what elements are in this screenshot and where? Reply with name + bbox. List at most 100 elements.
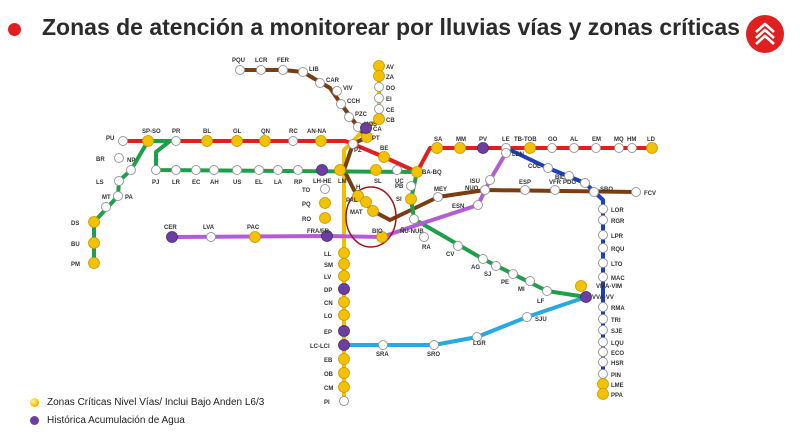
station-marker-critical bbox=[338, 270, 350, 282]
station-label: EC bbox=[192, 180, 201, 186]
station-marker-critical bbox=[338, 309, 350, 321]
station-marker-normal bbox=[478, 254, 488, 264]
station-label: CER bbox=[164, 225, 177, 231]
station-marker-normal bbox=[298, 67, 308, 77]
station-marker-normal bbox=[114, 153, 124, 163]
station-label: PA bbox=[125, 195, 134, 201]
station-esp: ESP bbox=[519, 180, 531, 195]
station-label: COL bbox=[528, 164, 541, 170]
station-go: GO bbox=[547, 137, 558, 153]
station-label: ECO bbox=[611, 351, 624, 357]
station-marker-normal bbox=[473, 200, 483, 210]
station-br: BR bbox=[96, 153, 124, 163]
station-label: SJU bbox=[535, 317, 547, 323]
station-marker-critical bbox=[373, 113, 385, 125]
station-pm: PM bbox=[71, 257, 100, 269]
station-marker-critical bbox=[405, 193, 417, 205]
station-marker-normal bbox=[419, 232, 429, 242]
station-marker-critical bbox=[338, 296, 350, 308]
station-label: PPA bbox=[611, 393, 624, 399]
station-av: AV bbox=[373, 60, 394, 72]
station-label: PM bbox=[71, 262, 80, 268]
station-ppa: PPA bbox=[597, 388, 624, 400]
station-lh-he: LH-HE bbox=[313, 164, 331, 185]
station-lr: LR bbox=[171, 165, 181, 186]
station-label: SL bbox=[374, 179, 382, 185]
station-ra: RA bbox=[419, 232, 431, 251]
station-label: CA bbox=[373, 127, 382, 133]
station-mt: MT bbox=[101, 195, 111, 212]
station-marker-water bbox=[316, 164, 328, 176]
station-marker-water bbox=[360, 122, 372, 134]
station-label: EI bbox=[386, 97, 392, 103]
station-tri: TRI bbox=[598, 314, 621, 324]
station-marker-critical bbox=[338, 258, 350, 270]
station-label: MI bbox=[518, 287, 525, 293]
station-nuo: NUO bbox=[465, 185, 490, 195]
station-marker-critical bbox=[338, 381, 350, 393]
station-marker-normal bbox=[598, 204, 608, 214]
station-lf: LF bbox=[537, 286, 552, 305]
station-ll: LL bbox=[324, 247, 350, 259]
station-label: LH-HE bbox=[313, 179, 331, 185]
station-lme: LME bbox=[597, 378, 624, 390]
station-rp: RP bbox=[293, 165, 303, 186]
station-label: RC bbox=[289, 129, 298, 135]
station--u-nub: ÑU-NUB bbox=[400, 214, 424, 235]
station-label: HSR bbox=[611, 361, 624, 367]
station-label: RO bbox=[302, 217, 311, 223]
station-label: PDG bbox=[563, 180, 576, 186]
station-sju: SJU bbox=[522, 312, 547, 323]
station-marker-normal bbox=[598, 272, 608, 282]
station-label: SJ bbox=[484, 272, 491, 278]
station-lc-lci: LC-LCI bbox=[310, 339, 350, 351]
station-sra: SRA bbox=[376, 340, 389, 358]
station-label: CM bbox=[324, 386, 333, 392]
station-label: MQ bbox=[614, 137, 624, 143]
station-pe: PE bbox=[501, 269, 518, 286]
station-marker-critical bbox=[454, 142, 466, 154]
station-marker-normal bbox=[101, 202, 111, 212]
station-marker-normal bbox=[293, 165, 303, 175]
station-vfr: VFR bbox=[549, 180, 562, 195]
station-to: TO bbox=[302, 184, 330, 194]
station-marker-critical bbox=[338, 247, 350, 259]
station-marker-critical bbox=[376, 231, 388, 243]
station-label: PZC bbox=[355, 112, 368, 118]
station-marker-normal bbox=[525, 276, 535, 286]
station-gl: GL bbox=[231, 129, 243, 147]
station-marker-critical bbox=[334, 164, 346, 176]
station-label: AH bbox=[210, 180, 219, 186]
station-marker-normal bbox=[374, 104, 384, 114]
station-label: CN bbox=[324, 301, 333, 307]
station-marker-normal bbox=[589, 187, 599, 197]
station-cb: CB bbox=[373, 113, 395, 125]
station-label: SP-SO bbox=[142, 129, 161, 135]
station-cv: CV bbox=[446, 241, 463, 258]
station-bl: BL bbox=[201, 129, 213, 147]
station-marker-normal bbox=[206, 232, 216, 242]
station-sm: SM bbox=[324, 258, 350, 270]
station-marker-normal bbox=[631, 187, 641, 197]
station-label: RMA bbox=[611, 306, 625, 312]
station-marker-normal bbox=[580, 178, 590, 188]
station-em: EM bbox=[591, 137, 601, 153]
station-bio: BIO bbox=[372, 229, 388, 243]
station-marker-normal bbox=[429, 340, 439, 350]
station-pal: PAL bbox=[346, 196, 372, 208]
station-sj: SJ bbox=[484, 261, 501, 278]
station-ob: OB bbox=[324, 367, 350, 379]
station-np: NP bbox=[126, 158, 136, 175]
station-marker-normal bbox=[374, 93, 384, 103]
station-label: LM bbox=[338, 179, 347, 185]
station-vva-vv: VVA-VV bbox=[580, 291, 614, 303]
station-marker-critical bbox=[231, 135, 243, 147]
station-label: VVA-VV bbox=[592, 295, 614, 301]
station-marker-critical bbox=[373, 60, 385, 72]
station-uc: UC bbox=[392, 165, 404, 185]
station-pr: PR bbox=[171, 129, 181, 146]
station-marker-normal bbox=[256, 65, 266, 75]
station-marker-normal bbox=[598, 258, 608, 268]
station-marker-critical bbox=[88, 257, 100, 269]
station-label: LPR bbox=[611, 234, 624, 240]
